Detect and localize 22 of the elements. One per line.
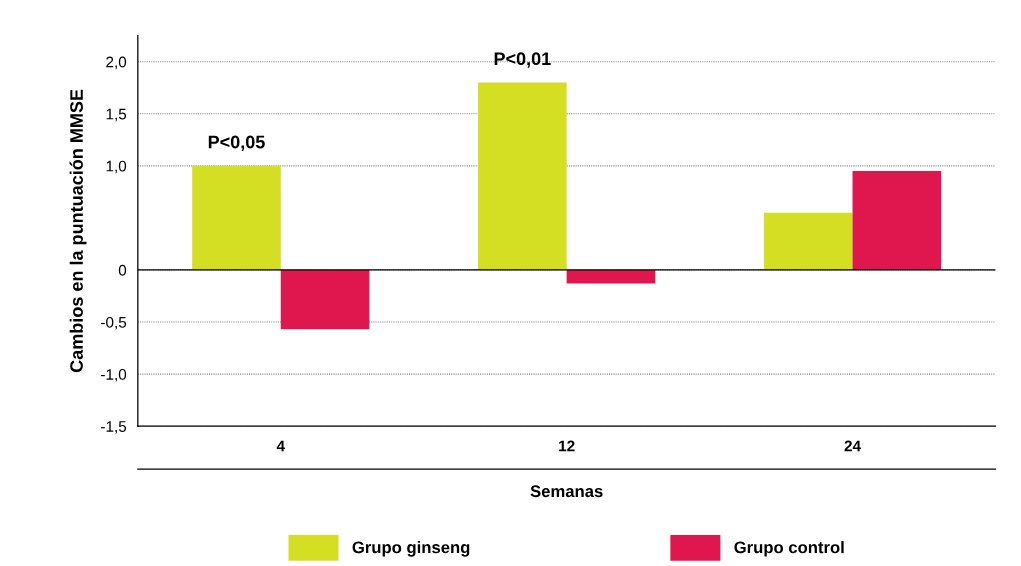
x-axis-title: Semanas: [530, 485, 603, 498]
bar: [280, 269, 370, 330]
bar: [478, 82, 567, 270]
bar: [852, 171, 942, 270]
legend-label: Grupo ginseng: [352, 541, 470, 557]
y-tick-label: 1,5: [106, 108, 127, 122]
annotation: P<0,05: [208, 135, 265, 151]
y-tick-label: 1,0: [106, 160, 127, 174]
bar: [192, 165, 281, 270]
y-tick-label: -1,0: [101, 368, 127, 382]
x-tick-label: 12: [559, 440, 575, 452]
x-tick-label: 24: [844, 440, 861, 452]
annotation: P<0,01: [494, 52, 551, 68]
x-tick-label: 4: [276, 440, 285, 452]
y-axis-title: Cambios en la puntuación MMSE: [69, 89, 87, 373]
y-tick-label: 2,0: [106, 56, 127, 70]
y-tick-label: -0,5: [101, 316, 127, 330]
bar: [566, 269, 656, 284]
bar: [763, 212, 853, 270]
legend-label: Grupo control: [734, 541, 844, 557]
y-tick-label: -1,5: [101, 421, 127, 434]
y-tick-label: 0: [118, 264, 127, 276]
